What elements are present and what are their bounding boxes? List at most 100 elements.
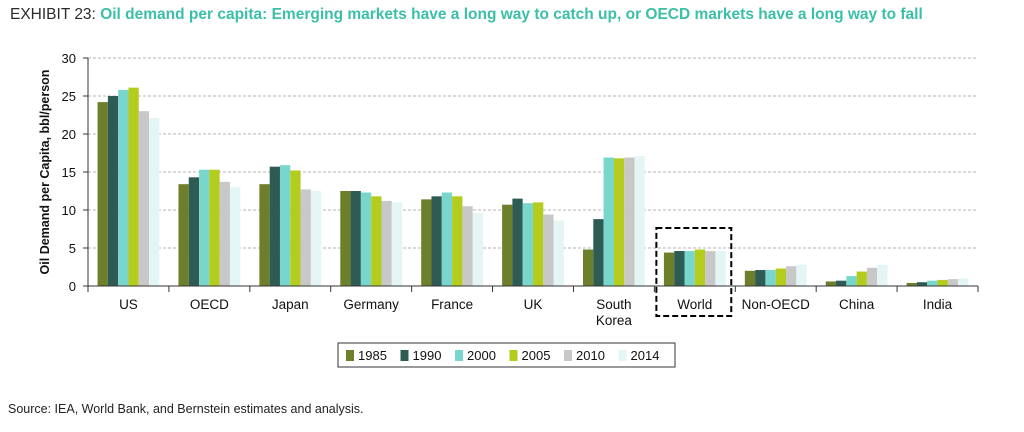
bar bbox=[421, 199, 432, 286]
x-tick-label: South Korea bbox=[596, 297, 633, 328]
bars bbox=[97, 87, 969, 286]
bar bbox=[209, 169, 220, 286]
bar bbox=[866, 267, 878, 286]
exhibit-label: EXHIBIT 23: bbox=[10, 6, 96, 23]
bar bbox=[462, 206, 473, 286]
bar bbox=[452, 196, 463, 286]
legend-swatch bbox=[400, 350, 409, 361]
x-tick-label: OECD bbox=[190, 297, 229, 312]
exhibit-title: EXHIBIT 23: Oil demand per capita: Emerg… bbox=[10, 6, 923, 24]
legend-label: 2005 bbox=[522, 348, 551, 363]
x-tick-label: France bbox=[431, 297, 473, 312]
legend: 1985 1990 2000 2005 2010 2014 bbox=[337, 342, 676, 368]
legend-swatch bbox=[618, 350, 627, 361]
bar bbox=[502, 204, 513, 286]
bar bbox=[846, 276, 857, 286]
legend-label: 2000 bbox=[467, 348, 496, 363]
bar bbox=[300, 189, 311, 286]
x-tick-label: Non-OECD bbox=[742, 297, 811, 312]
bar bbox=[259, 184, 270, 286]
bar bbox=[786, 266, 797, 286]
y-axis-label: Oil Demand per Capita, bbl/person bbox=[38, 70, 52, 275]
bar bbox=[634, 156, 645, 286]
highlight-box bbox=[655, 227, 733, 317]
bar bbox=[927, 280, 938, 286]
x-tick-label: Japan bbox=[272, 297, 309, 312]
bar bbox=[916, 282, 928, 286]
y-tick-label: 0 bbox=[69, 279, 76, 294]
bar bbox=[199, 169, 210, 286]
bar bbox=[958, 278, 969, 286]
bar bbox=[138, 111, 150, 286]
bar bbox=[128, 87, 139, 286]
bar bbox=[906, 282, 917, 286]
bar bbox=[188, 177, 200, 286]
legend-swatch bbox=[564, 350, 572, 361]
bar bbox=[472, 213, 483, 286]
bar bbox=[269, 166, 280, 286]
legend-label: 1990 bbox=[413, 348, 442, 363]
bar bbox=[533, 202, 544, 286]
bar bbox=[149, 118, 160, 286]
y-tick-label: 5 bbox=[69, 241, 76, 256]
bar bbox=[391, 202, 403, 286]
bar bbox=[775, 268, 787, 286]
legend-swatch bbox=[346, 350, 354, 361]
bar bbox=[371, 196, 382, 286]
bar bbox=[744, 270, 756, 286]
bar bbox=[178, 184, 189, 286]
legend-swatch bbox=[455, 350, 463, 361]
source-note: Source: IEA, World Bank, and Bernstein e… bbox=[8, 402, 364, 416]
legend-label: 1985 bbox=[358, 348, 387, 363]
bar bbox=[118, 89, 129, 286]
bar bbox=[694, 249, 706, 286]
bar bbox=[836, 280, 847, 286]
bar bbox=[219, 181, 230, 286]
x-tick-labels: US OECD Japan Germany France UK South Korea Worl… bbox=[119, 297, 953, 328]
bar bbox=[522, 203, 533, 286]
bar bbox=[543, 214, 554, 286]
legend-swatch bbox=[509, 350, 518, 361]
bar bbox=[381, 200, 392, 286]
bar bbox=[856, 271, 867, 286]
bar bbox=[290, 170, 301, 286]
y-tick-label: 10 bbox=[62, 203, 76, 218]
chart-title: Oil demand per capita: Emerging markets … bbox=[100, 6, 923, 23]
bar bbox=[684, 251, 695, 286]
bar bbox=[583, 249, 594, 286]
bar bbox=[97, 102, 108, 286]
x-tick-label: India bbox=[923, 297, 953, 312]
y-tick-labels: 0 5 10 15 20 25 30 bbox=[62, 51, 76, 294]
y-tick-label: 30 bbox=[62, 51, 76, 66]
bar bbox=[755, 270, 766, 286]
bar bbox=[107, 96, 119, 286]
bar bbox=[705, 251, 716, 286]
bar bbox=[825, 281, 837, 286]
legend-label: 2014 bbox=[631, 348, 660, 363]
bar bbox=[553, 220, 564, 286]
bar bbox=[603, 157, 614, 286]
y-tick-label: 25 bbox=[62, 89, 76, 104]
bar bbox=[279, 165, 291, 286]
bar bbox=[796, 264, 807, 286]
bar bbox=[441, 192, 453, 286]
bar bbox=[663, 252, 675, 286]
x-tick-label: US bbox=[119, 297, 138, 312]
y-tick-label: 15 bbox=[62, 165, 76, 180]
bar bbox=[624, 157, 635, 286]
bar bbox=[765, 270, 776, 286]
bar bbox=[350, 191, 361, 286]
bar-chart: 0 5 10 15 20 25 30 US OECD Japan Germany France UK S… bbox=[38, 51, 979, 368]
legend-label: 2010 bbox=[576, 348, 605, 363]
world-highlight-box bbox=[655, 227, 733, 317]
x-tick-label: China bbox=[839, 297, 875, 312]
bar bbox=[715, 251, 726, 286]
bar bbox=[310, 191, 322, 286]
y-tick-label: 20 bbox=[62, 127, 76, 142]
bar bbox=[674, 251, 685, 286]
x-tick-label: World bbox=[677, 297, 712, 312]
bar bbox=[229, 187, 241, 286]
x-tick-label: Germany bbox=[343, 297, 399, 312]
bar bbox=[340, 191, 351, 286]
bar bbox=[512, 198, 523, 286]
